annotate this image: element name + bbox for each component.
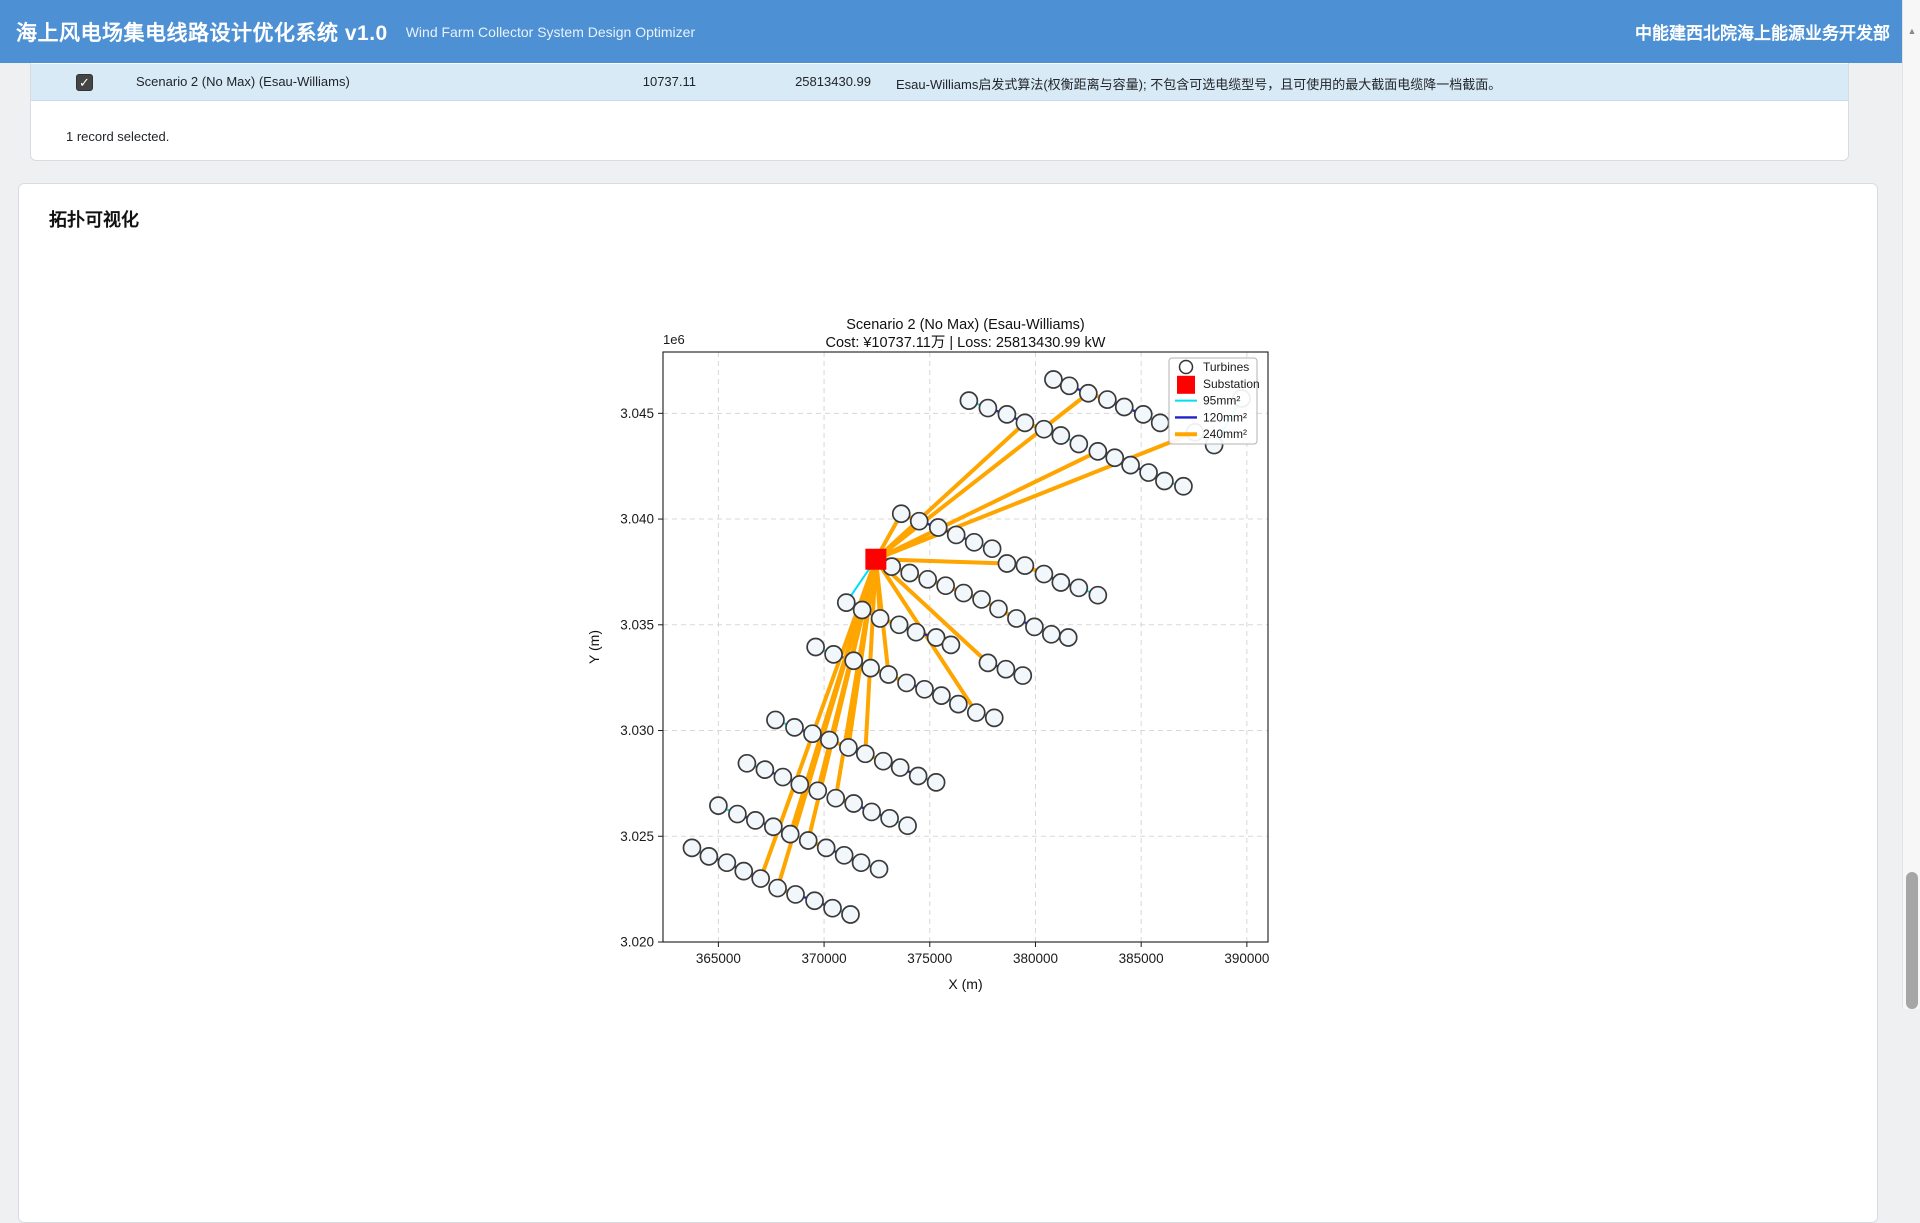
app-header: 海上风电场集电线路设计优化系统 v1.0 Wind Farm Collector…	[0, 0, 1920, 63]
results-card: ✓ Scenario 2 (No Max) (Esau-Williams) 10…	[30, 54, 1849, 161]
svg-text:380000: 380000	[1013, 951, 1058, 966]
svg-text:240mm²: 240mm²	[1203, 427, 1247, 441]
svg-text:3.030: 3.030	[620, 723, 654, 738]
svg-text:1e6: 1e6	[663, 332, 685, 347]
svg-text:390000: 390000	[1224, 951, 1269, 966]
svg-text:120mm²: 120mm²	[1203, 410, 1247, 424]
scrollbar-up-icon[interactable]: ▲	[1903, 26, 1920, 36]
scenario-cost: 10737.11	[643, 74, 696, 89]
svg-text:375000: 375000	[907, 951, 952, 966]
svg-text:3.020: 3.020	[620, 935, 654, 950]
scenario-name: Scenario 2 (No Max) (Esau-Williams)	[136, 74, 350, 89]
svg-text:370000: 370000	[802, 951, 847, 966]
svg-text:3.025: 3.025	[620, 829, 654, 844]
svg-text:Turbines: Turbines	[1203, 360, 1249, 374]
svg-text:365000: 365000	[696, 951, 741, 966]
svg-text:Scenario 2 (No Max) (Esau-Will: Scenario 2 (No Max) (Esau-Williams)	[846, 317, 1085, 333]
topology-plot: 365000 370000 375000 380000 385000 390000 3.02…	[541, 301, 1391, 1001]
svg-text:3.045: 3.045	[620, 406, 654, 421]
scenario-loss: 25813430.99	[795, 74, 871, 89]
svg-text:95mm²: 95mm²	[1203, 394, 1240, 408]
app-subtitle: Wind Farm Collector System Design Optimi…	[406, 24, 695, 40]
page-scrollbar[interactable]: ▲	[1902, 0, 1920, 1009]
scrollbar-thumb[interactable]	[1906, 872, 1918, 1009]
svg-text:385000: 385000	[1119, 951, 1164, 966]
app-title: 海上风电场集电线路设计优化系统 v1.0	[16, 17, 388, 47]
scenario-description: Esau-Williams启发式算法(权衡距离与容量); 不包含可选电缆型号，且…	[896, 74, 1501, 93]
svg-text:Cost: ¥10737.11万 | Loss: 25813: Cost: ¥10737.11万 | Loss: 25813430.99 kW	[826, 335, 1106, 351]
selection-status: 1 record selected.	[66, 129, 169, 144]
svg-text:X (m): X (m)	[948, 976, 982, 992]
section-title: 拓扑可视化	[49, 206, 139, 232]
scenario-row[interactable]: ✓ Scenario 2 (No Max) (Esau-Williams) 10…	[31, 64, 1848, 101]
svg-text:Substation: Substation	[1203, 377, 1260, 391]
svg-text:3.040: 3.040	[620, 512, 654, 527]
org-name: 中能建西北院海上能源业务开发部	[1635, 19, 1890, 44]
scenario-checkbox[interactable]: ✓	[76, 74, 93, 91]
topology-card: 拓扑可视化 365000 370000 375000 380000 385000 3900…	[18, 183, 1878, 1223]
svg-text:3.035: 3.035	[620, 617, 654, 632]
topology-chart: 365000 370000 375000 380000 385000 390000 3.02…	[541, 301, 1391, 1001]
svg-text:Y (m): Y (m)	[586, 630, 602, 664]
